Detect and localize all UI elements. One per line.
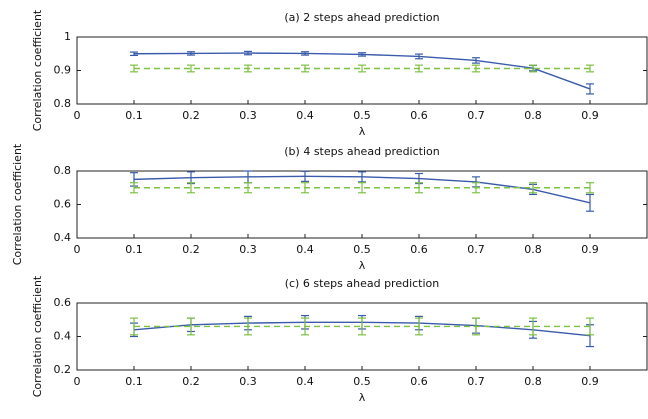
x-tick-label: 0.4 xyxy=(296,109,314,122)
x-tick-label: 0.9 xyxy=(581,243,599,256)
x-tick-label: 0.7 xyxy=(467,109,485,122)
y-tick-label: 0.4 xyxy=(54,231,72,244)
x-tick-label: 0.8 xyxy=(524,243,542,256)
x-tick-label: 0.3 xyxy=(239,375,257,388)
x-tick-label: 0 xyxy=(74,109,81,122)
x-tick-label: 0.6 xyxy=(410,243,428,256)
y-tick-label: 0.8 xyxy=(54,164,72,177)
y-tick-label: 1 xyxy=(64,30,71,43)
x-tick-label: 0.4 xyxy=(296,243,314,256)
chart-title: (b) 4 steps ahead prediction xyxy=(284,145,439,158)
x-tick-label: 0.1 xyxy=(125,375,143,388)
x-tick-label: 0.9 xyxy=(581,109,599,122)
x-tick-label: 0.2 xyxy=(182,375,200,388)
y-tick-label: 0.2 xyxy=(54,363,72,376)
x-tick-label: 0.8 xyxy=(524,109,542,122)
y-tick-label: 0.9 xyxy=(54,64,72,77)
x-tick-label: 0.6 xyxy=(410,375,428,388)
x-tick-label: 0.3 xyxy=(239,243,257,256)
x-tick-label: 0.5 xyxy=(353,109,371,122)
chart-title: (a) 2 steps ahead prediction xyxy=(284,11,439,24)
x-axis-label: λ xyxy=(359,391,366,404)
x-tick-label: 0.9 xyxy=(581,375,599,388)
x-tick-label: 0 xyxy=(74,375,81,388)
x-tick-label: 0.7 xyxy=(467,243,485,256)
x-tick-label: 0.4 xyxy=(296,375,314,388)
y-tick-label: 0.6 xyxy=(54,296,72,309)
y-axis-label: Correlation coefficient xyxy=(31,275,44,397)
x-tick-label: 0.1 xyxy=(125,243,143,256)
x-tick-label: 0.8 xyxy=(524,375,542,388)
x-tick-label: 0.2 xyxy=(182,243,200,256)
x-axis-label: λ xyxy=(359,259,366,272)
x-tick-label: 0.5 xyxy=(353,243,371,256)
x-tick-label: 0.5 xyxy=(353,375,371,388)
chart-title: (c) 6 steps ahead prediction xyxy=(285,277,440,290)
y-axis-label: Correlation coefficient xyxy=(31,9,44,131)
x-axis-label: λ xyxy=(359,125,366,138)
y-axis-label: Correlation coefficient xyxy=(11,143,24,265)
y-tick-label: 0.8 xyxy=(54,97,72,110)
x-tick-label: 0 xyxy=(74,243,81,256)
plot-frame xyxy=(76,302,648,371)
x-tick-label: 0.7 xyxy=(467,375,485,388)
y-tick-label: 0.6 xyxy=(54,198,72,211)
x-tick-label: 0.6 xyxy=(410,109,428,122)
x-tick-label: 0.1 xyxy=(125,109,143,122)
x-tick-label: 0.2 xyxy=(182,109,200,122)
y-tick-label: 0.4 xyxy=(54,330,72,343)
x-tick-label: 0.3 xyxy=(239,109,257,122)
